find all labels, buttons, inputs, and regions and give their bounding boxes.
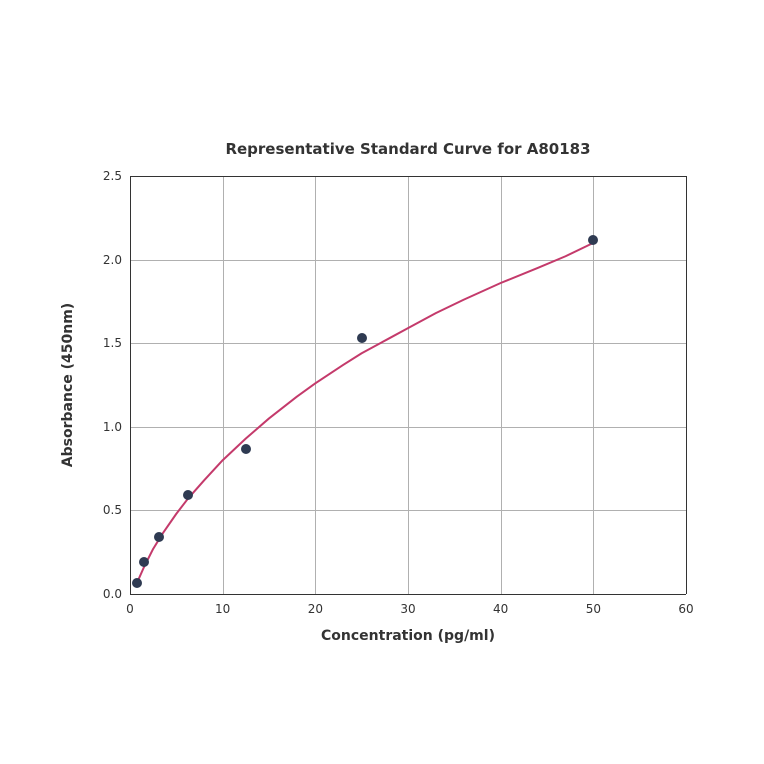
data-point: [139, 557, 149, 567]
data-point: [241, 444, 251, 454]
chart-figure: Representative Standard Curve for A80183…: [0, 0, 764, 764]
data-point: [183, 490, 193, 500]
data-point: [154, 532, 164, 542]
data-point: [588, 235, 598, 245]
data-point: [357, 333, 367, 343]
fitted-curve: [0, 0, 764, 764]
data-point: [132, 578, 142, 588]
